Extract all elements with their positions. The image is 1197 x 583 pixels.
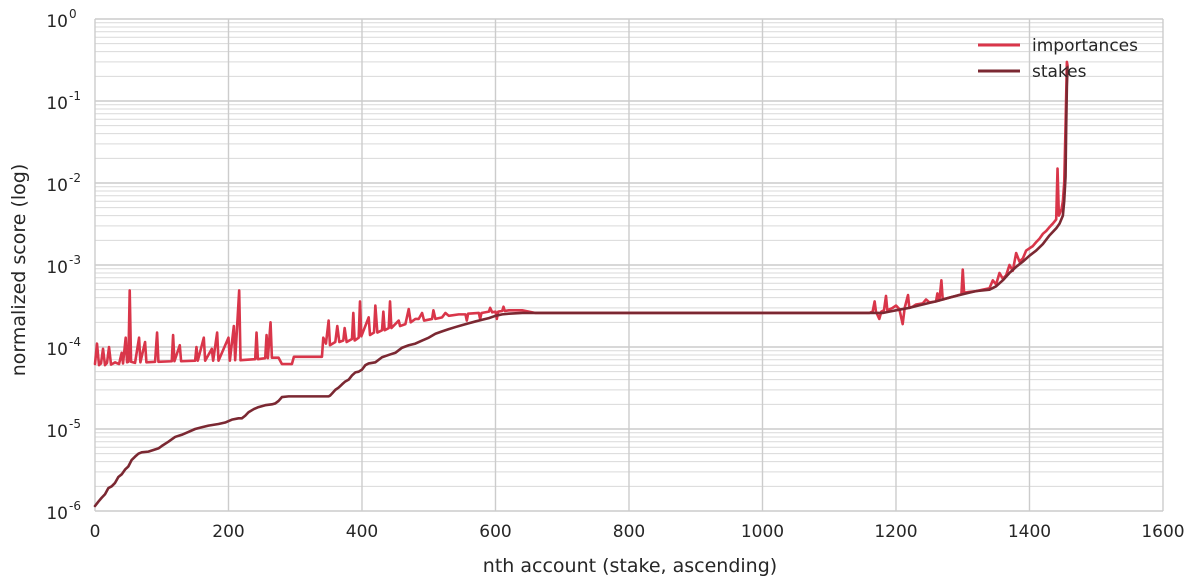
x-tick-label: 1600 (1141, 522, 1184, 542)
x-tick-label: 0 (90, 522, 101, 542)
y-axis-label: normalized score (log) (8, 164, 30, 377)
legend-label-stakes: stakes (1032, 62, 1087, 82)
y-tick-label: 10 (46, 340, 68, 360)
legend-label-importances: importances (1032, 36, 1138, 56)
series-line-stakes (93, 65, 1069, 508)
plot-area (93, 60, 1069, 508)
x-tick-label: 1000 (741, 522, 784, 542)
x-axis-label: nth account (stake, ascending) (483, 555, 777, 577)
x-axis-ticks: 0 200 400 600 800 1000 1200 1400 1600 (90, 522, 1185, 542)
y-tick-exponent: -6 (69, 499, 81, 513)
x-tick-label: 1400 (1008, 522, 1051, 542)
x-tick-label: 600 (479, 522, 511, 542)
y-tick-label: 10 (46, 94, 68, 114)
x-tick-label: 800 (613, 522, 645, 542)
y-tick-label: 10 (46, 176, 68, 196)
y-tick-label: 10 (46, 422, 68, 442)
x-tick-label: 200 (212, 522, 244, 542)
y-tick-exponent: -4 (69, 335, 81, 349)
series-line-importances (93, 60, 1069, 367)
y-tick-exponent: -5 (69, 417, 81, 431)
y-tick-exponent: -2 (69, 171, 81, 185)
y-tick-exponent: 0 (69, 7, 77, 21)
legend: importances stakes (978, 36, 1138, 82)
y-tick-exponent: -3 (69, 253, 81, 267)
x-tick-label: 400 (346, 522, 378, 542)
y-tick-label: 10 (46, 504, 68, 524)
y-tick-exponent: -1 (69, 89, 81, 103)
y-tick-label: 10 (46, 12, 68, 32)
x-tick-label: 1200 (874, 522, 917, 542)
y-tick-label: 10 (46, 258, 68, 278)
grid-lines (94, 18, 1164, 512)
